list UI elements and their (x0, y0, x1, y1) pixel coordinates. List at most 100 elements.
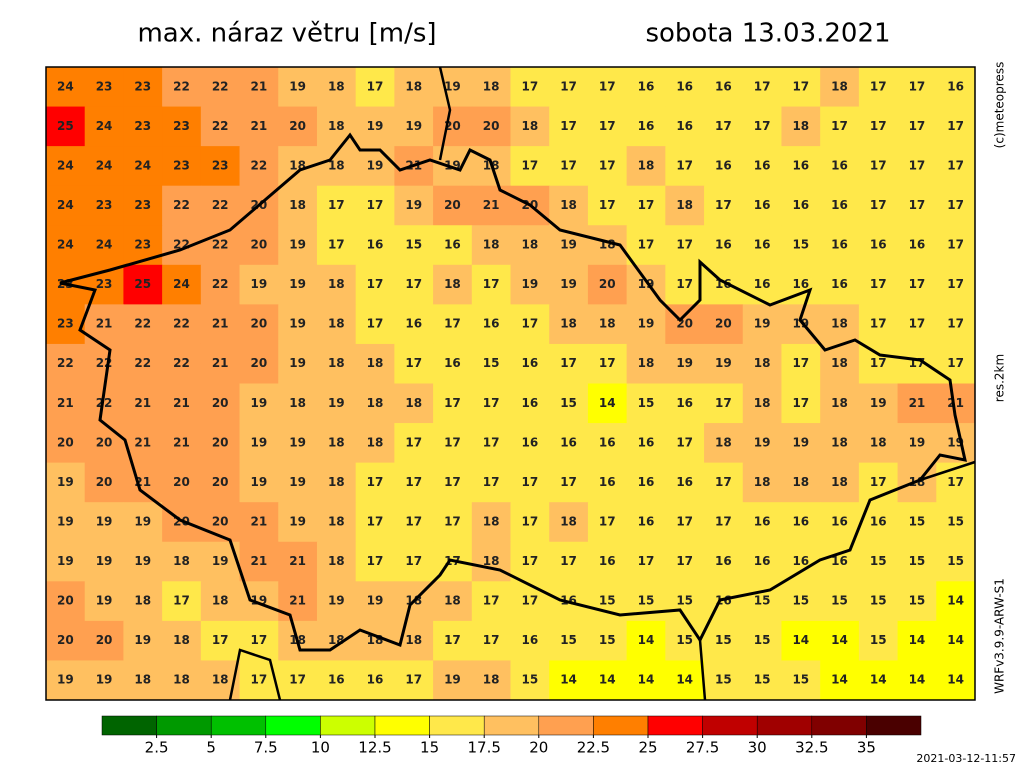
credit: (c)meteopress (993, 62, 1007, 149)
grid-cell (394, 225, 434, 266)
cell-value: 17 (367, 475, 384, 489)
grid-cell (820, 383, 860, 424)
cell-value: 14 (909, 673, 926, 687)
grid-cell (510, 146, 550, 187)
cell-value: 15 (405, 238, 422, 252)
grid-cell (239, 383, 279, 424)
grid-cell (587, 146, 628, 187)
grid-cell (355, 502, 395, 543)
cell-value: 14 (792, 633, 809, 647)
cell-value: 22 (57, 356, 74, 370)
grid-cell (820, 67, 860, 108)
cell-value: 17 (870, 198, 887, 212)
grid-cell (820, 581, 860, 622)
cell-value: 22 (134, 317, 151, 331)
cell-value: 23 (96, 198, 113, 212)
cell-value: 18 (134, 594, 151, 608)
grid-cell (200, 581, 241, 622)
grid-cell (46, 581, 86, 622)
cell-value: 21 (251, 119, 268, 133)
grid-cell (239, 462, 279, 503)
grid-cell (742, 264, 782, 305)
grid-cell (858, 304, 899, 345)
grid-cell (278, 581, 318, 622)
grid-cell (781, 146, 821, 187)
cell-value: 17 (715, 514, 732, 528)
cell-value: 14 (638, 673, 655, 687)
cell-value: 16 (831, 554, 848, 568)
grid-cell (665, 106, 705, 147)
cell-value: 23 (134, 79, 151, 93)
cell-value: 16 (599, 475, 616, 489)
cell-value: 15 (947, 514, 964, 528)
grid-cell (510, 541, 550, 582)
cell-value: 18 (173, 673, 190, 687)
grid-cell (936, 264, 976, 305)
cell-value: 19 (676, 356, 693, 370)
cell-value: 17 (715, 475, 732, 489)
grid-cell (820, 541, 860, 582)
cell-value: 17 (909, 198, 926, 212)
cell-value: 17 (522, 79, 539, 93)
cell-value: 19 (909, 435, 926, 449)
grid-cell (162, 462, 202, 503)
cell-value: 16 (522, 356, 539, 370)
grid-cell (123, 502, 163, 543)
grid-cell (587, 423, 628, 464)
region-line (228, 66, 976, 701)
grid-cell (394, 541, 434, 582)
grid-cell (665, 620, 705, 661)
cell-value: 15 (560, 396, 577, 410)
grid-cell (936, 225, 976, 266)
grid-cell (394, 343, 434, 384)
cell-value: 17 (444, 475, 461, 489)
grid-cell (704, 304, 744, 345)
grid-cell (936, 660, 976, 701)
grid-cell (587, 264, 628, 305)
grid-cell (781, 620, 821, 661)
cell-value: 21 (96, 317, 113, 331)
grid-cell (239, 620, 279, 661)
colorbar-swatch (483, 715, 540, 736)
cell-value: 16 (638, 119, 655, 133)
cell-value: 17 (367, 514, 384, 528)
grid-cell (355, 541, 395, 582)
grid-cell (355, 343, 395, 384)
cell-value: 16 (638, 514, 655, 528)
grid-cell (781, 225, 821, 266)
cell-value: 17 (483, 396, 500, 410)
cell-value: 17 (754, 119, 771, 133)
grid-cell (46, 185, 86, 226)
cell-value: 18 (754, 396, 771, 410)
grid-cell (781, 383, 821, 424)
cell-value: 17 (870, 277, 887, 291)
grid-cell (433, 67, 473, 108)
cell-value: 20 (212, 435, 229, 449)
grid-cell (84, 106, 124, 147)
cell-value: 24 (96, 158, 113, 172)
grid-cell (316, 304, 357, 345)
grid-cell (84, 462, 124, 503)
grid-cell (471, 660, 511, 701)
cell-value: 20 (251, 238, 268, 252)
cell-value: 18 (173, 554, 190, 568)
grid-cell (742, 304, 782, 345)
cell-value: 18 (522, 119, 539, 133)
grid-cell (278, 383, 318, 424)
grid-cell (665, 383, 705, 424)
cell-value: 16 (638, 475, 655, 489)
country-border (59, 132, 967, 652)
grid-cell (626, 620, 666, 661)
grid-cell (84, 225, 124, 266)
cell-value: 19 (251, 475, 268, 489)
grid-cell (858, 541, 899, 582)
grid-cell (123, 343, 163, 384)
grid-cell (704, 225, 744, 266)
cell-value: 18 (483, 514, 500, 528)
cell-value: 17 (405, 277, 422, 291)
grid-cell (897, 264, 937, 305)
grid-cell (278, 343, 318, 384)
grid-cell (46, 423, 86, 464)
grid-cell (433, 383, 473, 424)
grid-cell (704, 502, 744, 543)
